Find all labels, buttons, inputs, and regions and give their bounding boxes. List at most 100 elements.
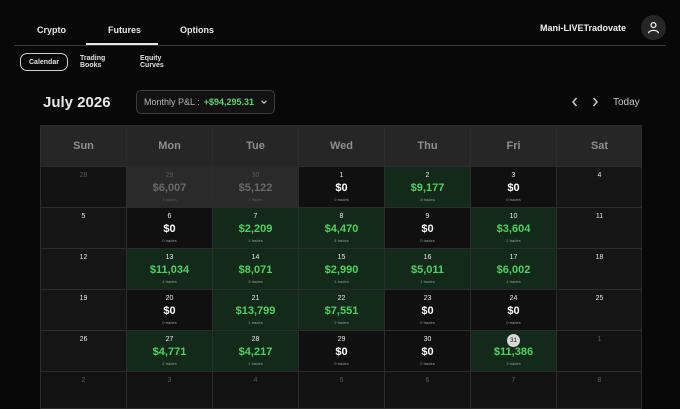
today-day-number: 31: [507, 334, 520, 347]
day-trade-count: 4 trades: [334, 238, 349, 243]
subtab-calendar[interactable]: Calendar: [20, 53, 68, 71]
calendar-day-cell[interactable]: 2: [41, 372, 127, 408]
calendar-day-cell[interactable]: 25: [557, 290, 641, 331]
calendar-day-cell[interactable]: 24 $0 0 trades: [471, 290, 557, 331]
day-trade-count: 1 trades: [334, 279, 349, 284]
calendar-day-cell[interactable]: 6 $0 0 trades: [127, 208, 213, 249]
day-number: 4: [253, 377, 258, 384]
day-trade-count: 0 trades: [420, 361, 435, 366]
calendar-day-cell[interactable]: 5: [299, 372, 385, 408]
day-number: 16: [423, 254, 432, 261]
day-number: 24: [509, 295, 518, 302]
tab-options[interactable]: Options: [180, 25, 214, 35]
calendar-day-cell[interactable]: 12: [41, 249, 127, 290]
tab-futures[interactable]: Futures: [108, 25, 142, 35]
day-trade-count: 2 trades: [162, 361, 177, 366]
calendar-day-cell[interactable]: 1: [557, 331, 641, 372]
calendar-day-cell[interactable]: 11: [557, 208, 641, 249]
day-number: 28: [251, 336, 260, 343]
avatar[interactable]: [641, 15, 666, 40]
calendar-day-cell[interactable]: 14 $8,071 3 trades: [213, 249, 299, 290]
calendar-day-cell[interactable]: 7 $2,209 1 trades: [213, 208, 299, 249]
calendar-day-cell[interactable]: 16 $5,011 1 trades: [385, 249, 471, 290]
day-number: 1: [339, 172, 344, 179]
calendar-day-cell[interactable]: 18: [557, 249, 641, 290]
calendar-day-cell[interactable]: 5: [41, 208, 127, 249]
day-trade-count: 0 trades: [162, 320, 177, 325]
day-number: 1: [597, 336, 602, 343]
calendar-day-cell[interactable]: 28: [41, 167, 127, 208]
weekday-header-thu: Thu: [385, 126, 471, 167]
calendar-day-cell[interactable]: 3 $0 0 trades: [471, 167, 557, 208]
calendar-day-cell[interactable]: 23 $0 0 trades: [385, 290, 471, 331]
day-trade-count: 0 trades: [506, 320, 521, 325]
day-number: 7: [511, 377, 516, 384]
day-pnl-amount: $4,470: [324, 223, 359, 235]
top-navigation: Crypto Futures Options Mani-LIVETradovat…: [0, 0, 680, 46]
calendar-day-cell[interactable]: 9 $0 0 trades: [385, 208, 471, 249]
weekday-header-fri: Fri: [471, 126, 557, 167]
calendar-day-cell[interactable]: 22 $7,551 2 trades: [299, 290, 385, 331]
calendar-day-cell[interactable]: 27 $4,771 2 trades: [127, 331, 213, 372]
subtab-equity-curves[interactable]: Equity Curves: [140, 55, 164, 69]
calendar-day-cell[interactable]: 30 $0 0 trades: [385, 331, 471, 372]
today-button[interactable]: Today: [613, 97, 640, 108]
day-trade-count: 1 trades: [420, 279, 435, 284]
calendar-day-cell[interactable]: 30 $5,122 1 trades: [213, 167, 299, 208]
day-number: 11: [595, 213, 604, 220]
account-name: Mani-LIVETradovate: [540, 23, 627, 33]
calendar-day-cell[interactable]: 3: [127, 372, 213, 408]
monthly-pnl-dropdown[interactable]: Monthly P&L : +$94,295.31: [136, 90, 275, 114]
calendar-day-cell[interactable]: 1 $0 0 trades: [299, 167, 385, 208]
day-number: 21: [251, 295, 260, 302]
day-pnl-amount: $9,177: [410, 182, 445, 194]
day-trade-count: 0 trades: [506, 197, 521, 202]
day-number: 22: [337, 295, 346, 302]
calendar-day-cell[interactable]: 29 $0 0 trades: [299, 331, 385, 372]
calendar-day-cell[interactable]: 2 $9,177 3 trades: [385, 167, 471, 208]
tab-crypto[interactable]: Crypto: [37, 25, 66, 35]
calendar-day-cell[interactable]: 13 $11,034 1 trades: [127, 249, 213, 290]
calendar-day-cell[interactable]: 4: [557, 167, 641, 208]
day-number: 5: [339, 377, 344, 384]
calendar-day-cell[interactable]: 21 $13,799 1 trades: [213, 290, 299, 331]
calendar-day-cell[interactable]: 20 $0 0 trades: [127, 290, 213, 331]
calendar-day-cell[interactable]: 8: [557, 372, 641, 408]
month-title: July 2026: [43, 94, 111, 111]
calendar-grid: Sun Mon Tue Wed Thu Fri Sat 28 29 $6,007 3 trades 3…: [40, 125, 642, 409]
calendar-day-cell[interactable]: 26: [41, 331, 127, 372]
day-pnl-amount: $6,007: [152, 182, 187, 194]
day-trade-count: 2 trades: [506, 238, 521, 243]
day-number: 13: [165, 254, 174, 261]
day-number: 30: [251, 172, 260, 179]
day-pnl-amount: $0: [163, 305, 176, 317]
calendar-day-cell[interactable]: 15 $2,990 1 trades: [299, 249, 385, 290]
calendar-day-cell[interactable]: 10 $3,604 2 trades: [471, 208, 557, 249]
weekday-header-tue: Tue: [213, 126, 299, 167]
day-pnl-amount: $13,799: [235, 305, 276, 317]
day-trade-count: 3 trades: [420, 197, 435, 202]
calendar-day-cell[interactable]: 7: [471, 372, 557, 408]
day-number: 2: [425, 172, 430, 179]
calendar-day-cell[interactable]: 29 $6,007 3 trades: [127, 167, 213, 208]
day-number: 12: [79, 254, 88, 261]
day-pnl-amount: $0: [507, 182, 520, 194]
next-month-icon[interactable]: [590, 96, 600, 108]
calendar-day-cell[interactable]: 31 $11,386 3 trades: [471, 331, 557, 372]
day-trade-count: 1 trades: [248, 320, 263, 325]
day-number: 15: [337, 254, 346, 261]
day-number: 5: [81, 213, 86, 220]
prev-month-icon[interactable]: [570, 96, 580, 108]
day-number: 29: [337, 336, 346, 343]
calendar-day-cell[interactable]: 17 $6,002 1 trades: [471, 249, 557, 290]
calendar-day-cell[interactable]: 19: [41, 290, 127, 331]
day-trade-count: 1 trades: [506, 279, 521, 284]
day-trade-count: 1 trades: [248, 197, 263, 202]
calendar-day-cell[interactable]: 4: [213, 372, 299, 408]
calendar-day-cell[interactable]: 28 $4,217 1 trades: [213, 331, 299, 372]
calendar-day-cell[interactable]: 8 $4,470 4 trades: [299, 208, 385, 249]
day-pnl-amount: $8,071: [238, 264, 273, 276]
subtab-trading-books[interactable]: Trading Books: [80, 55, 106, 69]
calendar-day-cell[interactable]: 6: [385, 372, 471, 408]
day-number: 18: [595, 254, 604, 261]
